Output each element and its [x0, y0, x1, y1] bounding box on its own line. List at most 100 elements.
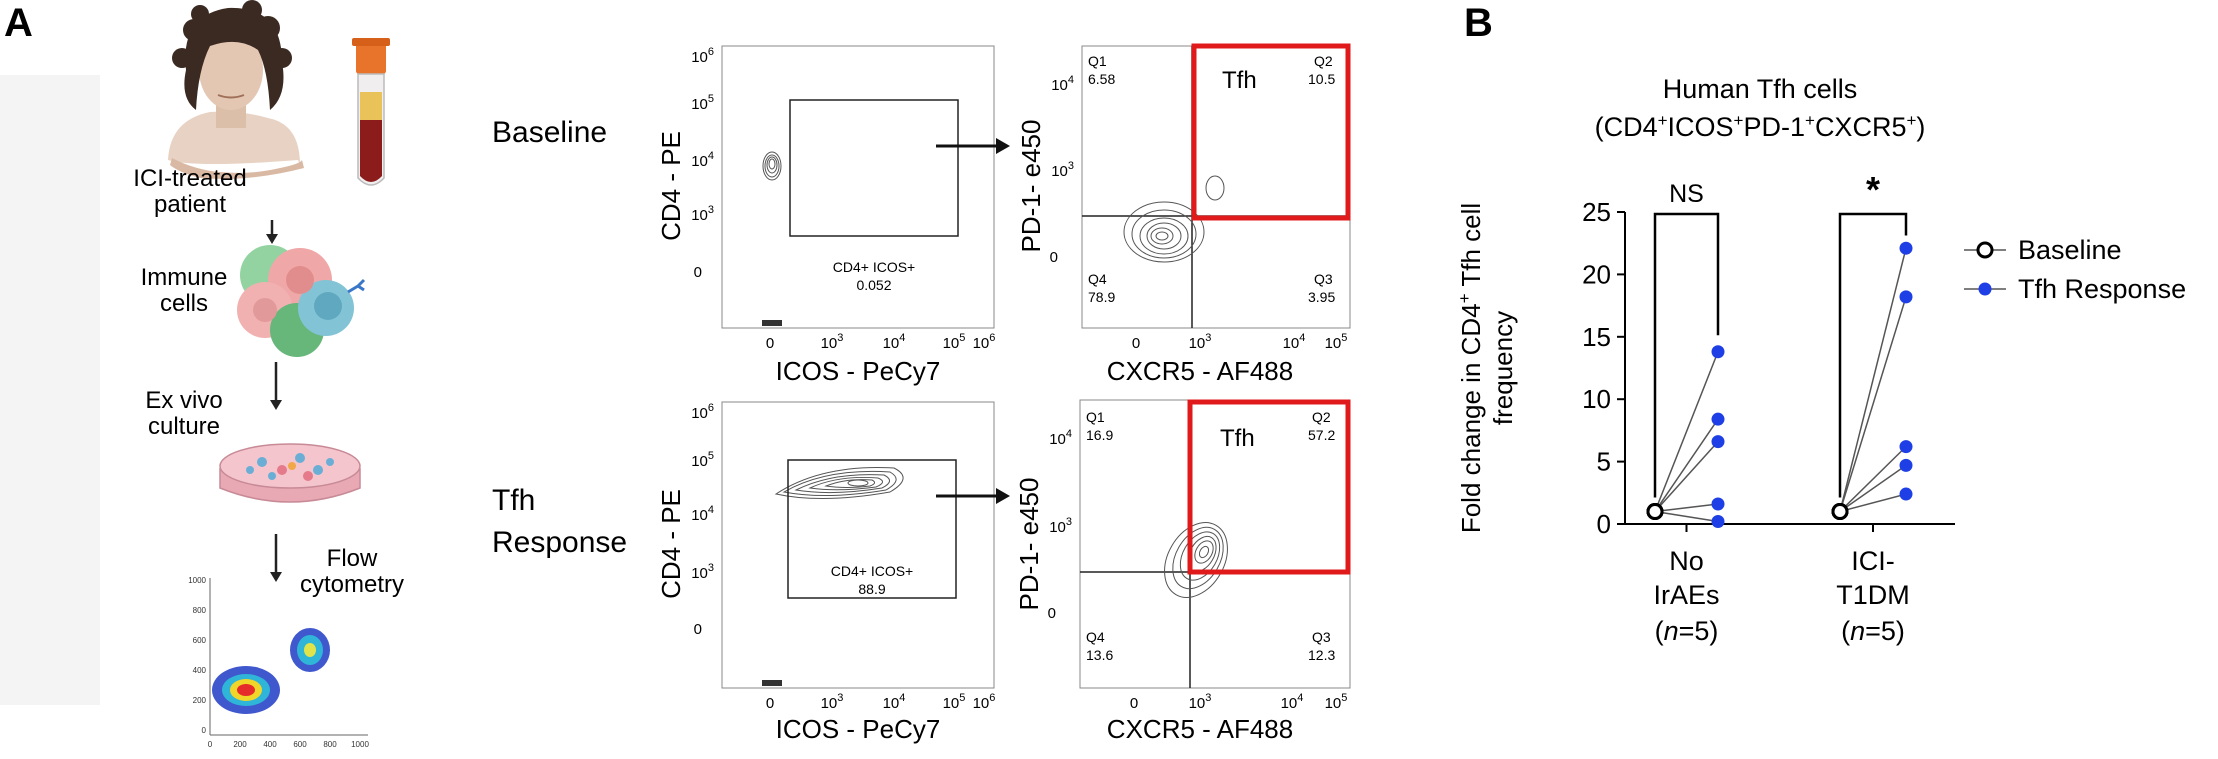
svg-text:0: 0 — [1132, 335, 1140, 352]
legend-label-baseline: Baseline — [2018, 235, 2122, 265]
row-label-baseline: Baseline — [492, 116, 607, 149]
immune-label-line1: Immune — [141, 264, 228, 291]
gate-plot-response: 106 105 104 103 0 0 103 104 105 106 CD4+… — [656, 401, 995, 744]
mini-x-tick-label: 200 — [233, 740, 247, 749]
paired-line — [1654, 351, 1719, 512]
x-axis-label: ICOS - PeCy7 — [776, 714, 941, 744]
q3-value: 12.3 — [1308, 647, 1335, 663]
petri-dish-icon — [219, 443, 361, 503]
legend-baseline-marker — [1976, 241, 1994, 259]
chart-title-line1: Human Tfh cells — [1663, 74, 1858, 104]
q4-value: 13.6 — [1086, 647, 1113, 663]
q1-name: Q1 — [1088, 53, 1107, 69]
flow-label-line1: Flow — [327, 545, 378, 572]
paired-line — [1654, 418, 1719, 512]
paired-line — [1839, 493, 1907, 513]
x-axis-label: CXCR5 - AF488 — [1107, 714, 1293, 744]
blood-tube-icon — [352, 38, 390, 186]
gate-plot-baseline: 106 105 104 103 0 0 103 104 105 106 CD4+… — [656, 45, 995, 386]
q3-name: Q3 — [1314, 271, 1333, 287]
significance-bracket — [1653, 212, 1720, 498]
mini-y-tick-label: 200 — [193, 696, 207, 705]
gate-name: CD4+ ICOS+ — [833, 259, 915, 275]
x-category-label-line2: T1DM — [1836, 580, 1910, 610]
tfh-gate-box — [1191, 43, 1351, 221]
chart-title-line2: (CD4+ICOS+PD-1+CXCR5+) — [1595, 111, 1926, 142]
y-tick-label: 20 — [1582, 259, 1611, 289]
q1-name: Q1 — [1086, 409, 1105, 425]
mini-x-tick-label: 0 — [208, 740, 213, 749]
significance-label: * — [1866, 169, 1880, 210]
q2-value: 10.5 — [1308, 71, 1335, 87]
response-point — [1899, 290, 1913, 304]
immune-label-line2: cells — [160, 290, 208, 317]
arrow-down-icon — [270, 362, 282, 410]
culture-label-line2: culture — [148, 413, 220, 440]
y-axis-label: CD4 - PE — [656, 489, 686, 599]
contour-population — [1164, 522, 1228, 598]
q2-name: Q2 — [1314, 53, 1333, 69]
mini-y-tick-label: 600 — [193, 636, 207, 645]
svg-text:0: 0 — [1050, 249, 1058, 266]
flow-label-line2: cytometry — [300, 571, 404, 598]
workflow-schematic: ICI-treated patient Immune cells Ex vivo… — [133, 0, 404, 749]
legend-label-response: Tfh Response — [2018, 274, 2186, 304]
q4-value: 78.9 — [1088, 289, 1115, 305]
tfh-box-label: Tfh — [1220, 425, 1255, 452]
row-label-response-line1: Tfh — [492, 484, 535, 517]
response-point — [1711, 345, 1725, 359]
y-tick-label: 25 — [1582, 197, 1611, 227]
arrow-right-icon — [936, 488, 1010, 504]
chart-legend: Baseline Tfh Response — [1964, 235, 2186, 304]
x-category-label-line1: ICI- — [1851, 546, 1895, 576]
q4-name: Q4 — [1086, 629, 1105, 645]
arrow-right-icon — [936, 138, 1010, 154]
mini-x-tick-label: 1000 — [351, 740, 369, 749]
y-tick-label: 5 — [1597, 447, 1611, 477]
mini-y-tick-label: 0 — [202, 726, 207, 735]
paired-line — [1654, 441, 1719, 513]
gate-box — [789, 99, 959, 237]
legend-response-marker — [1978, 282, 1992, 296]
paired-line — [1839, 446, 1907, 513]
tfh-gate-box — [1187, 399, 1351, 575]
mini-x-tick-label: 600 — [293, 740, 307, 749]
gate-name: CD4+ ICOS+ — [831, 563, 913, 579]
svg-text:0: 0 — [766, 695, 774, 712]
paired-line — [1839, 296, 1907, 512]
contour-population — [762, 151, 782, 181]
significance-bracket — [1838, 212, 1908, 498]
q2-name: Q2 — [1312, 409, 1331, 425]
tfh-box-label: Tfh — [1222, 67, 1257, 94]
contour-population — [774, 467, 904, 500]
panel-b-letter: B — [1464, 1, 1493, 45]
mini-y-tick-label: 800 — [193, 606, 207, 615]
response-point — [1711, 435, 1725, 449]
y-tick-label: 15 — [1582, 322, 1611, 352]
baseline-point — [1646, 503, 1664, 521]
patient-label-line1: ICI-treated — [133, 165, 246, 192]
patient-label-line2: patient — [154, 191, 226, 218]
response-point — [1899, 487, 1913, 501]
baseline-point — [1831, 503, 1849, 521]
row-label-response-line2: Response — [492, 526, 627, 559]
svg-text:0: 0 — [1130, 695, 1138, 712]
contour-population — [1123, 175, 1225, 263]
y-axis-label: PD-1- e450 — [1016, 120, 1046, 253]
response-point — [1899, 440, 1913, 454]
significance-label: NS — [1669, 180, 1704, 208]
arrow-down-icon — [266, 220, 278, 244]
svg-text:0: 0 — [1048, 605, 1056, 622]
svg-text:0: 0 — [694, 264, 702, 281]
mini-y-tick-label: 400 — [193, 666, 207, 675]
q2-value: 57.2 — [1308, 427, 1335, 443]
mini-x-tick-label: 800 — [323, 740, 337, 749]
q3-value: 3.95 — [1308, 289, 1335, 305]
y-axis-label-line2: frequency — [1488, 311, 1518, 425]
culture-label-line1: Ex vivo — [145, 387, 222, 414]
mini-y-tick-label: 1000 — [188, 576, 206, 585]
quad-plot-baseline: 104 103 0 0 103 104 105 Tfh Q1 6.58 Q2 1… — [1016, 43, 1351, 386]
gate-value: 88.9 — [858, 581, 885, 597]
q3-name: Q3 — [1312, 629, 1331, 645]
